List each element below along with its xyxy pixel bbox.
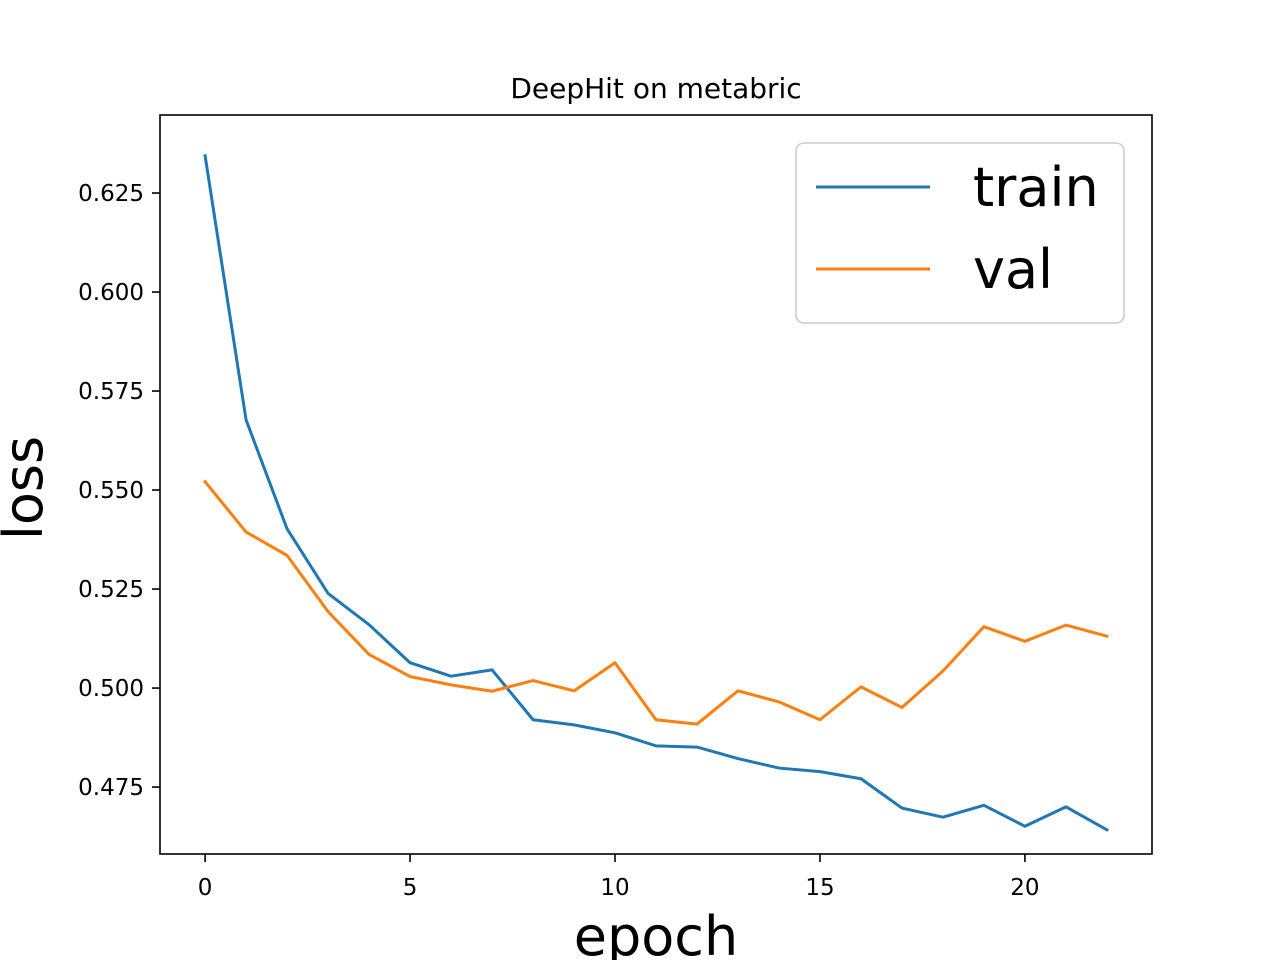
series-layer (202, 154, 1109, 832)
y-tick-label: 0.500 (78, 676, 144, 702)
plot-frame (159, 114, 1153, 855)
x-axis-label: epoch (574, 905, 738, 960)
y-axis-label: loss (0, 436, 55, 540)
x-tick-label: 0 (198, 875, 213, 901)
x-tick-label: 10 (600, 875, 629, 901)
x-tick-label: 5 (403, 875, 418, 901)
chart-title: DeepHit on metabric (510, 72, 801, 105)
y-tick-label: 0.550 (78, 478, 144, 504)
tick-layer: 0 5 10 15 20 0.475 0.500 0.525 0.550 0.575 0.600 0.… (78, 181, 1039, 901)
legend-label-val: val (973, 238, 1053, 301)
legend: train val (795, 142, 1125, 324)
y-tick-label: 0.525 (78, 577, 144, 603)
legend-label-train: train (973, 156, 1099, 219)
x-tick-label: 15 (805, 875, 834, 901)
x-tick-label: 20 (1010, 875, 1039, 901)
y-tick-label: 0.575 (78, 379, 144, 405)
series-line-train (203, 154, 1109, 832)
series-line-val (202, 479, 1109, 726)
y-tick-label: 0.600 (78, 280, 144, 306)
y-tick-label: 0.475 (78, 775, 144, 801)
y-tick-label: 0.625 (78, 181, 144, 207)
